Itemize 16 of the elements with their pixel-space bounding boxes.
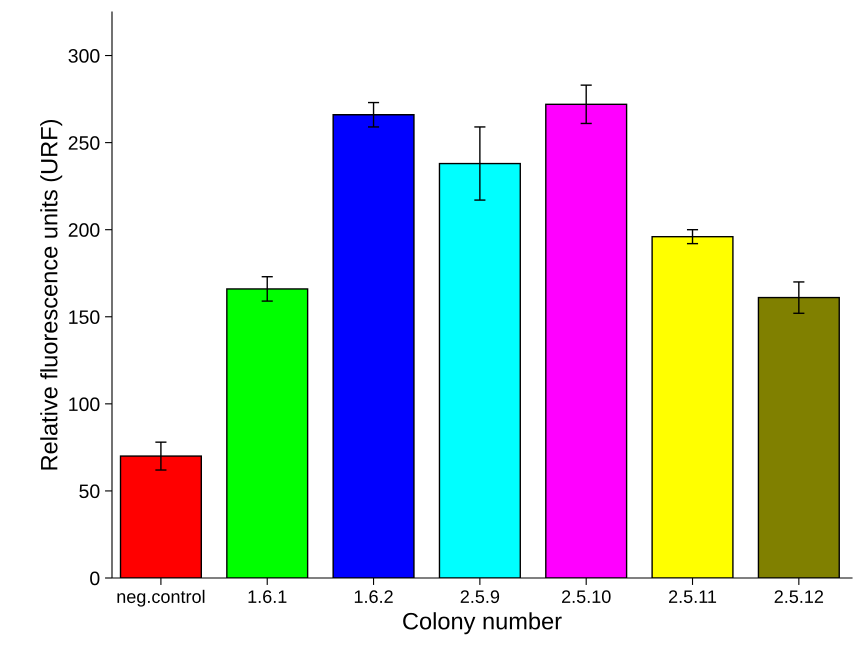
y-tick-label: 300 xyxy=(68,49,100,63)
y-tick-label: 100 xyxy=(69,397,100,412)
y-tick-label: 250 xyxy=(68,136,100,150)
x-tick-label: neg.control xyxy=(117,590,204,607)
x-tick-label: 1.6.2 xyxy=(354,590,393,604)
x-tick-label: 1.6.1 xyxy=(248,590,286,604)
y-tick-label: 50 xyxy=(79,484,100,498)
x-tick-label: 2.5.11 xyxy=(668,590,716,604)
y-axis-title: Relative fluorescence units (URF) xyxy=(40,120,62,470)
x-tick-label: 2.5.10 xyxy=(562,590,611,604)
x-axis-title: Colony number xyxy=(403,612,562,634)
y-tick-label: 200 xyxy=(68,223,100,237)
x-tick-label: 2.5.9 xyxy=(460,590,500,604)
y-tick-label: 150 xyxy=(69,310,100,324)
y-tick-label: 0 xyxy=(90,571,100,586)
x-tick-label: 2.5.12 xyxy=(774,590,824,604)
